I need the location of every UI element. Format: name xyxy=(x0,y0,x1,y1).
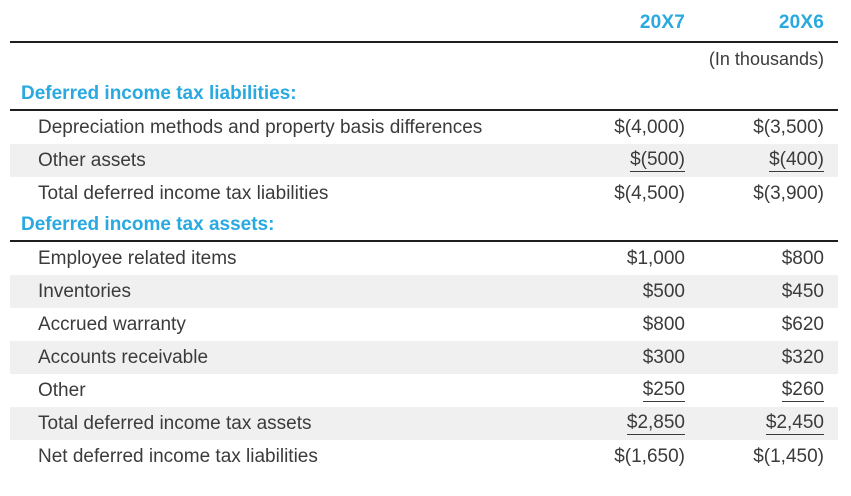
row-label: Other assets xyxy=(38,149,146,171)
value-cell-20x6: $2,450 xyxy=(699,412,838,436)
value-20x6: $(3,500) xyxy=(753,116,824,138)
value-cell-20x6: $(3,900) xyxy=(699,183,838,205)
value-20x7: $800 xyxy=(642,313,685,335)
table-row: Total deferred income tax liabilities $(… xyxy=(10,177,838,210)
table-row: Total deferred income tax assets $2,850 … xyxy=(10,407,838,440)
value-20x6: $260 xyxy=(781,379,824,403)
table-row: Accrued warranty $800 $620 xyxy=(10,308,838,341)
value-cell-20x7: $250 xyxy=(559,379,699,403)
table-row: Net deferred income tax liabilities $(1,… xyxy=(10,440,838,473)
value-20x6: $2,450 xyxy=(765,412,824,436)
value-20x7: $(1,650) xyxy=(614,445,685,467)
value-cell-20x6: $620 xyxy=(699,314,838,336)
row-label: Total deferred income tax liabilities xyxy=(38,182,329,204)
table-row: Other $250 $260 xyxy=(10,374,838,407)
row-label: Other xyxy=(38,379,86,401)
row-label: Accounts receivable xyxy=(38,346,209,368)
row-label: Employee related items xyxy=(38,247,237,269)
value-20x6: $(3,900) xyxy=(753,182,824,204)
value-cell-20x6: $450 xyxy=(699,281,838,303)
section-header: Deferred income tax liabilities: xyxy=(10,79,838,111)
value-20x7: $250 xyxy=(642,379,685,403)
row-label: Depreciation methods and property basis … xyxy=(38,116,483,138)
table-row: Employee related items $1,000 $800 xyxy=(10,242,838,275)
value-cell-20x7: $800 xyxy=(559,314,699,336)
value-cell-20x6: $800 xyxy=(699,248,838,270)
row-label: Inventories xyxy=(38,280,131,302)
value-cell-20x6: $320 xyxy=(699,347,838,369)
table-row: Accounts receivable $300 $320 xyxy=(10,341,838,374)
value-20x7: $(4,000) xyxy=(614,116,685,138)
value-cell-20x7: $500 xyxy=(559,281,699,303)
table-row: Depreciation methods and property basis … xyxy=(10,111,838,144)
units-note: (In thousands) xyxy=(708,49,824,69)
section-header-label: Deferred income tax liabilities: xyxy=(21,83,297,104)
value-20x7: $1,000 xyxy=(626,247,685,269)
value-cell-20x7: $300 xyxy=(559,347,699,369)
value-20x6: $800 xyxy=(781,247,824,269)
value-20x6: $620 xyxy=(781,313,824,335)
value-20x6: $450 xyxy=(781,280,824,302)
table-row: Inventories $500 $450 xyxy=(10,275,838,308)
value-cell-20x7: $(4,000) xyxy=(559,117,699,139)
value-cell-20x7: $1,000 xyxy=(559,248,699,270)
column-header-20x7: 20X7 xyxy=(639,12,685,33)
value-20x7: $500 xyxy=(642,280,685,302)
value-cell-20x7: $(1,650) xyxy=(559,446,699,468)
value-20x6: $(1,450) xyxy=(753,445,824,467)
section-header-label: Deferred income tax assets: xyxy=(21,214,275,235)
value-20x7: $(500) xyxy=(630,149,685,173)
column-header-20x6: 20X6 xyxy=(778,12,824,33)
section-header: Deferred income tax assets: xyxy=(10,210,838,242)
value-20x7: $300 xyxy=(642,346,685,368)
value-cell-20x7: $(4,500) xyxy=(559,183,699,205)
value-20x6: $(400) xyxy=(769,149,824,173)
value-cell-20x6: $260 xyxy=(699,379,838,403)
row-label: Accrued warranty xyxy=(38,313,186,335)
value-20x7: $2,850 xyxy=(626,412,685,436)
table-row: Other assets $(500) $(400) xyxy=(10,144,838,177)
value-20x7: $(4,500) xyxy=(614,182,685,204)
value-cell-20x6: $(1,450) xyxy=(699,446,838,468)
row-label: Net deferred income tax liabilities xyxy=(38,445,318,467)
section-rows: Depreciation methods and property basis … xyxy=(10,111,838,210)
value-20x6: $320 xyxy=(781,346,824,368)
table-body: Deferred income tax liabilities: Depreci… xyxy=(10,79,838,473)
row-label: Total deferred income tax assets xyxy=(38,412,312,434)
column-header-row: 20X7 20X6 xyxy=(10,0,838,43)
section-rows: Employee related items $1,000 $800 Inven… xyxy=(10,242,838,473)
value-cell-20x7: $(500) xyxy=(559,149,699,173)
value-cell-20x6: $(400) xyxy=(699,149,838,173)
table-section: Deferred income tax liabilities: Depreci… xyxy=(10,79,838,210)
value-cell-20x6: $(3,500) xyxy=(699,117,838,139)
value-cell-20x7: $2,850 xyxy=(559,412,699,436)
table-section: Deferred income tax assets: Employee rel… xyxy=(10,210,838,473)
